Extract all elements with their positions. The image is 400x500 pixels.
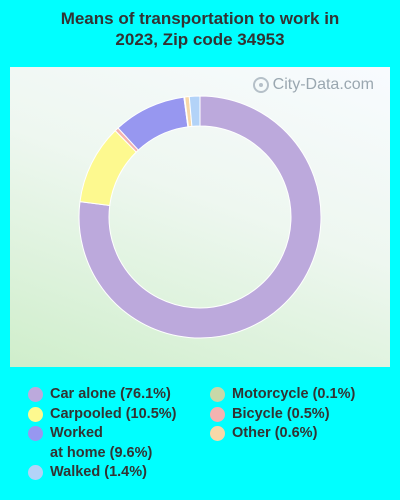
city-data-logo-icon [252, 77, 269, 93]
legend-item-worked-at-home: Worked at home (9.6%) [28, 424, 208, 463]
chart-title-line-2: 2023, Zip code 34953 [115, 30, 285, 49]
legend-label-worked-at-home-line-1: Worked [50, 425, 103, 441]
chart-panel: City-Data.com [10, 67, 390, 367]
legend-item-other: Other (0.6%) [210, 424, 395, 444]
legend-swatch-motorcycle [210, 387, 225, 402]
donut-slice-walked [188, 95, 201, 127]
legend-column-right: Motorcycle (0.1%) Bicycle (0.5%) Other (… [210, 385, 395, 444]
donut-slice-car-alone [78, 95, 322, 339]
legend-swatch-bicycle [210, 406, 225, 422]
legend-label-carpooled: Carpooled (10.5%) [50, 405, 177, 422]
legend-item-carpooled: Carpooled (10.5%) [28, 405, 208, 425]
donut-chart [78, 95, 322, 339]
legend-label-worked-at-home-line-2: at home (9.6%) [50, 444, 153, 461]
legend-swatch-worked-at-home [28, 426, 43, 441]
legend-swatch-car-alone [28, 387, 43, 402]
legend-item-bicycle: Bicycle (0.5%) [210, 405, 395, 425]
chart-title-line-1: Means of transportation to work in [60, 9, 340, 28]
legend-label-walked: Walked (1.4%) [50, 464, 147, 480]
legend-item-motorcycle: Motorcycle (0.1%) [210, 385, 395, 405]
legend-swatch-carpooled [28, 406, 43, 422]
watermark-text: City-Data.com [272, 76, 374, 93]
legend-label-other: Other (0.6%) [232, 425, 318, 441]
legend-item-walked: Walked (1.4%) [28, 463, 208, 483]
legend-label-car-alone: Car alone (76.1%) [50, 386, 171, 402]
watermark: City-Data.com [252, 76, 374, 94]
legend-swatch-walked [28, 465, 43, 480]
legend: Car alone (76.1%) Carpooled (10.5%) Work… [0, 385, 400, 495]
legend-column-left: Car alone (76.1%) Carpooled (10.5%) Work… [28, 385, 208, 483]
legend-label-motorcycle: Motorcycle (0.1%) [232, 386, 356, 402]
legend-item-car-alone: Car alone (76.1%) [28, 385, 208, 405]
legend-label-bicycle: Bicycle (0.5%) [232, 405, 330, 422]
chart-title: Means of transportation to work in 2023,… [0, 8, 400, 50]
legend-swatch-other [210, 426, 225, 441]
